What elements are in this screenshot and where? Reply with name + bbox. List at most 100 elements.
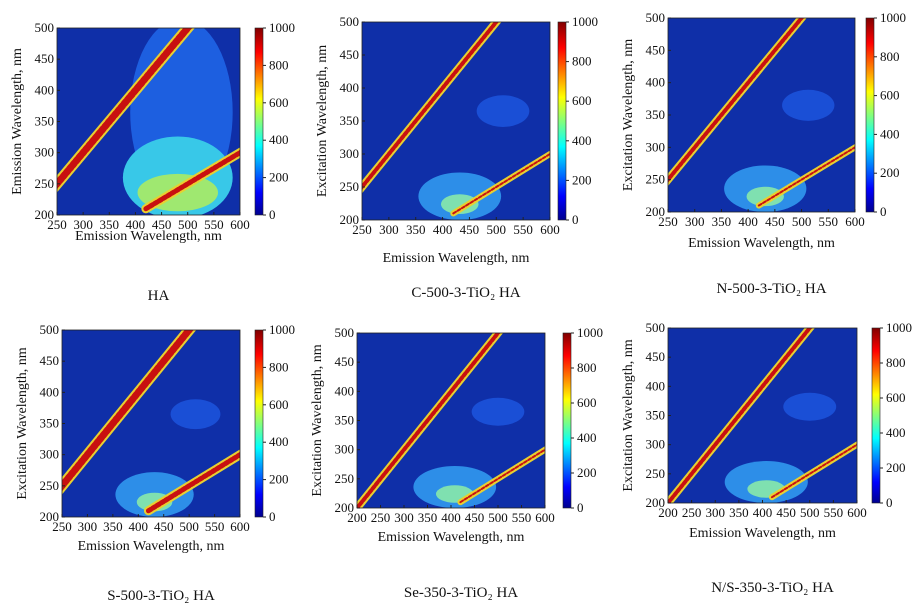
x-tick-label: 250: [52, 519, 72, 534]
x-tick-label: 550: [205, 519, 225, 534]
panel-title: Se-350-3-TiO₂ HA: [404, 585, 518, 601]
x-tick-label: 300: [685, 214, 705, 229]
colorbar-tick-label: 0: [269, 207, 276, 222]
panel-title: N/S-350-3-TiO₂ HA: [711, 580, 834, 596]
colorbar-tick-label: 0: [880, 204, 887, 219]
x-tick-label: 350: [100, 217, 120, 232]
colorbar-tick-label: 0: [577, 500, 584, 515]
y-tick-label: 250: [35, 176, 55, 191]
x-tick-label: 400: [129, 519, 149, 534]
colorbar-tick-label: 800: [886, 355, 906, 370]
plot-area: [668, 18, 855, 212]
colorbar-tick-label: 1000: [577, 325, 603, 340]
y-tick-label: 450: [40, 353, 60, 368]
scatter-band: [452, 152, 550, 215]
colorbar-tick-label: 1000: [269, 322, 295, 337]
y-tick-label: 400: [40, 384, 60, 399]
y-tick-label: 500: [335, 325, 355, 340]
colorbar-tick-label: 800: [269, 359, 289, 374]
y-tick-label: 250: [646, 172, 666, 187]
y-tick-label: 500: [40, 322, 60, 337]
y-tick-label: 350: [340, 113, 360, 128]
x-tick-label: 400: [126, 217, 146, 232]
x-tick-label: 400: [753, 505, 773, 520]
plot-area: [362, 22, 550, 220]
colorbar: [562, 332, 572, 509]
y-axis-label: Excitation Wavelength, nm: [310, 344, 325, 496]
x-tick-label: 600: [230, 217, 250, 232]
scatter-band: [62, 330, 194, 492]
y-tick-label: 500: [35, 20, 55, 35]
colorbar-tick-label: 600: [880, 88, 900, 103]
y-tick-label: 200: [35, 207, 55, 222]
x-tick-label: 350: [712, 214, 732, 229]
y-tick-label: 500: [340, 14, 360, 29]
x-axis-label: Emission Wavelength, nm: [378, 530, 525, 545]
x-tick-label: 250: [682, 505, 702, 520]
panel: 250 300 350 400 450 500 550 6002002503003504004…: [15, 322, 295, 604]
y-tick-label: 200: [40, 509, 60, 524]
y-tick-label: 500: [646, 320, 666, 335]
colorbar: [254, 27, 264, 216]
colorbar-tick-label: 200: [269, 472, 289, 487]
contour-region: [783, 392, 837, 421]
colorbar-tick-label: 200: [880, 165, 900, 180]
scatter-band: [145, 451, 240, 514]
y-tick-label: 350: [646, 408, 666, 423]
y-tick-label: 400: [340, 80, 360, 95]
plot-area: [668, 328, 857, 503]
y-axis-label: Excitation Wavelength, nm: [15, 347, 30, 499]
contour-region: [746, 186, 784, 207]
y-axis-label: Emission Wavelength, nm: [10, 48, 25, 195]
x-tick-label: 600: [847, 505, 867, 520]
x-tick-label: 550: [824, 505, 844, 520]
x-tick-label: 550: [204, 217, 224, 232]
y-tick-label: 300: [646, 437, 666, 452]
x-tick-label: 500: [488, 510, 508, 525]
contour-region: [476, 95, 530, 127]
colorbar-tick-label: 200: [269, 170, 289, 185]
y-tick-label: 450: [646, 349, 666, 364]
y-tick-label: 250: [40, 478, 60, 493]
x-axis-label: Emission Wavelength, nm: [75, 229, 222, 244]
colorbar-tick-label: 800: [572, 54, 592, 69]
plot-area: [57, 28, 240, 215]
scatter-band: [357, 333, 501, 508]
x-tick-label: 600: [230, 519, 250, 534]
colorbar-tick-label: 400: [269, 132, 289, 147]
y-axis-label: Excitation Wavelength, nm: [315, 45, 330, 197]
colorbar-tick-label: 400: [886, 425, 906, 440]
colorbar-tick-label: 200: [572, 172, 592, 187]
colorbar-tick-label: 600: [269, 397, 289, 412]
x-tick-label: 550: [513, 222, 533, 237]
x-tick-label: 250: [47, 217, 67, 232]
x-axis-label: Emission Wavelength, nm: [383, 251, 530, 266]
scatter-band: [770, 443, 857, 499]
y-tick-label: 300: [340, 146, 360, 161]
panel: 250 300 350 400 450 500 550 6002002503003504004…: [315, 14, 598, 301]
contour-region: [782, 89, 835, 121]
x-tick-label: 350: [418, 510, 438, 525]
y-tick-label: 200: [340, 212, 360, 227]
x-tick-label: 250: [658, 214, 678, 229]
y-tick-label: 250: [646, 466, 666, 481]
scatter-band: [668, 18, 805, 183]
contour-region: [471, 397, 525, 426]
scatter-band: [459, 448, 545, 504]
x-tick-label: 500: [800, 505, 820, 520]
colorbar-tick-label: 800: [269, 57, 289, 72]
y-tick-label: 250: [335, 471, 355, 486]
colorbar: [871, 327, 881, 504]
colorbar-tick-label: 1000: [880, 10, 906, 25]
x-tick-label: 450: [465, 510, 485, 525]
colorbar: [865, 17, 875, 213]
x-tick-label: 600: [540, 222, 560, 237]
y-tick-label: 300: [335, 442, 355, 457]
colorbar-tick-label: 1000: [572, 14, 598, 29]
x-axis-label: Emission Wavelength, nm: [688, 236, 835, 251]
panel: 250 300 350 400 450 500 550 6002002503003504004…: [621, 10, 906, 297]
y-tick-label: 300: [35, 145, 55, 160]
x-tick-label: 400: [433, 222, 453, 237]
x-tick-label: 350: [103, 519, 123, 534]
